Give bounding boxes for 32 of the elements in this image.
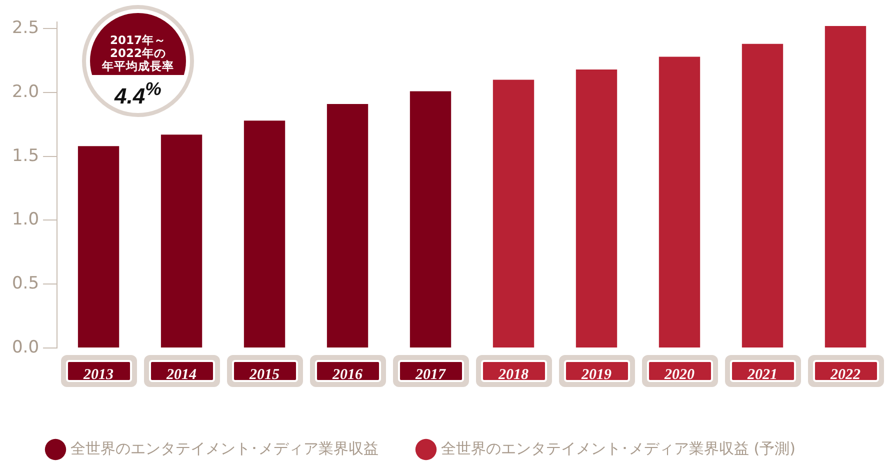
bar	[326, 104, 368, 348]
bar	[78, 146, 120, 348]
x-tick-label: 2014	[166, 366, 198, 383]
x-tick-label: 2021	[746, 366, 778, 383]
annotation: 年平均成長率	[100, 59, 175, 73]
bar	[492, 80, 534, 348]
annotation: 4.4$^{%}$	[113, 77, 162, 110]
legend-label: 全世界のエンタテイメント･メディア業界収益 (予測)	[441, 439, 796, 458]
x-tick-label: 2019	[580, 366, 612, 383]
y-tick-label: 0.5	[12, 274, 40, 294]
y-tick-label: 0.0	[12, 337, 40, 358]
bar	[410, 91, 452, 348]
x-tick-label: 2013	[82, 366, 114, 383]
x-tick-label: 2015	[248, 366, 280, 383]
y-tick-label: 1.0	[12, 210, 40, 230]
x-tick-label: 2016	[332, 366, 364, 383]
x-tick-label: 2017	[414, 366, 446, 383]
x-tick-label: 2022	[830, 366, 861, 383]
x-tick-label: 2018	[498, 366, 530, 383]
bar	[742, 44, 784, 348]
bar	[160, 134, 202, 348]
bar	[824, 26, 866, 348]
legend-label: 全世界のエンタテイメント･メディア業界収益	[70, 439, 378, 458]
bar	[576, 69, 618, 348]
y-tick-label: 2.0	[12, 82, 40, 102]
y-tick-label: 1.5	[12, 146, 40, 166]
annotation: 2022年の	[108, 46, 167, 60]
bar	[244, 120, 286, 348]
bar	[658, 56, 700, 348]
x-tick-label: 2020	[664, 366, 696, 383]
y-tick-label: 2.5	[12, 18, 40, 38]
annotation: 2017年～	[108, 33, 167, 47]
